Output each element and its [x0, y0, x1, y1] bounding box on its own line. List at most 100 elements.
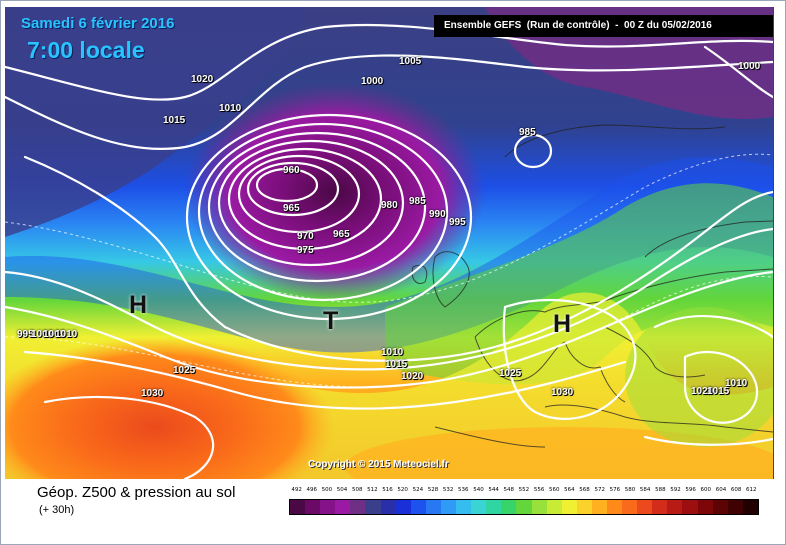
legend-value: 552	[518, 487, 530, 493]
forecast-map: 1020 1015 1010 1005 1000 1000 985 960 96…	[5, 7, 774, 479]
legend-swatch	[682, 500, 698, 514]
legend-swatch	[637, 500, 653, 514]
isobar-label: 1010	[219, 103, 242, 114]
isobar-label: 980	[381, 200, 398, 211]
legend-swatch	[395, 500, 411, 514]
legend-value: 572	[594, 487, 605, 493]
legend-value: 520	[397, 487, 408, 493]
legend-value: 600	[700, 487, 712, 493]
blue-jet-band	[5, 157, 773, 353]
isobar-label: 1005	[399, 56, 422, 67]
high-pressure-europe: H	[553, 310, 572, 338]
legend-value: 492	[291, 487, 302, 493]
isobars	[5, 23, 773, 479]
legend-swatch	[335, 500, 351, 514]
east-europe-green-field	[625, 307, 773, 447]
legend-value: 536	[458, 487, 469, 493]
legend-value: 568	[579, 487, 590, 493]
isobar-label: 1025	[499, 368, 522, 379]
isobar-label: 1025	[173, 365, 196, 376]
legend-swatch	[712, 500, 728, 514]
legend-swatch	[486, 500, 502, 514]
isobar-label: 1000	[31, 329, 54, 340]
isobar-label: 985	[409, 196, 426, 207]
forecast-lead-time: (+ 30h)	[39, 504, 75, 516]
isobar-label: 1010	[725, 378, 748, 389]
legend-swatch	[350, 500, 366, 514]
legend-swatch	[425, 500, 441, 514]
northwest-dark-field	[5, 7, 305, 237]
legend-value: 556	[533, 487, 545, 493]
legend-swatch	[546, 500, 562, 514]
legend-value: 528	[427, 487, 439, 493]
forecast-time: 7:00 locale	[27, 37, 145, 63]
chart-title: Géop. Z500 & pression au sol	[37, 484, 236, 501]
legend-value: 596	[685, 487, 696, 493]
legend-value: 564	[564, 487, 575, 493]
isobar-label: 1010	[55, 329, 78, 340]
legend-value: 612	[746, 487, 757, 493]
color-scale-legend: 492 496 500 504 508 512 516 520 524 528 532 536 540 5…	[289, 487, 759, 515]
coastlines	[411, 124, 773, 448]
legend-value: 548	[503, 487, 515, 493]
legend-value: 540	[473, 487, 484, 493]
dashed-z500-lines	[5, 153, 773, 388]
legend-color-bar	[289, 499, 759, 515]
copyright-text: Copyright © 2015 Meteociel.fr	[308, 459, 449, 470]
low-pressure-center: T	[323, 307, 339, 335]
isobar-label: 1020	[401, 371, 424, 382]
legend-swatch	[501, 500, 517, 514]
isobar-label: 975	[297, 245, 314, 256]
isobar-label: 1020	[691, 386, 714, 397]
legend-swatch	[440, 500, 457, 514]
legend-value: 516	[382, 487, 393, 493]
legend-value: 504	[336, 487, 348, 493]
run-info-banner: Ensemble GEFS (Run de contrôle) - 00 Z d…	[434, 15, 773, 37]
legend-value: 608	[730, 487, 742, 493]
legend-swatch	[305, 500, 321, 514]
legend-swatch	[380, 500, 396, 514]
legend-value: 592	[670, 487, 681, 493]
legend-value: 560	[548, 487, 560, 493]
legend-value: 524	[412, 487, 424, 493]
isobar-label: 995	[449, 217, 466, 228]
legend-swatch	[410, 500, 426, 514]
legend-swatch	[561, 500, 577, 514]
legend-value: 508	[351, 487, 363, 493]
legend-swatch	[652, 500, 668, 514]
africa-warm-field	[345, 427, 773, 479]
legend-swatch	[606, 500, 623, 514]
legend-swatch	[727, 500, 743, 514]
legend-swatch	[697, 500, 713, 514]
isobar-label: 1015	[163, 115, 186, 126]
legend-value: 496	[306, 487, 317, 493]
legend-value: 532	[442, 487, 454, 493]
legend-value: 604	[715, 487, 727, 493]
legend-value: 580	[624, 487, 636, 493]
legend-swatch	[471, 500, 487, 514]
isobar-label: 1010	[381, 347, 404, 358]
legend-swatch	[365, 500, 381, 514]
legend-value: 584	[639, 487, 651, 493]
isobar-label: 965	[333, 229, 350, 240]
legend-swatch	[320, 500, 336, 514]
high-pressure-atlantic: H	[129, 291, 148, 319]
isobar-label: 1030	[141, 388, 164, 399]
map-canvas	[5, 7, 773, 479]
legend-swatch	[742, 500, 758, 514]
isobar-label: 1000	[361, 76, 384, 87]
legend-value: 500	[321, 487, 333, 493]
isobar-label: 995	[17, 329, 34, 340]
legend-swatch	[591, 500, 607, 514]
legend-value: 544	[488, 487, 499, 493]
isobar-label: 960	[283, 165, 300, 176]
legend-value: 576	[609, 487, 621, 493]
legend-swatch	[622, 500, 638, 514]
legend-value: 512	[367, 487, 378, 493]
isobar-label: 1005	[43, 329, 66, 340]
isobar-label: 965	[283, 203, 300, 214]
green-band	[385, 183, 773, 385]
legend-swatch	[290, 500, 306, 514]
legend-swatch	[576, 500, 592, 514]
